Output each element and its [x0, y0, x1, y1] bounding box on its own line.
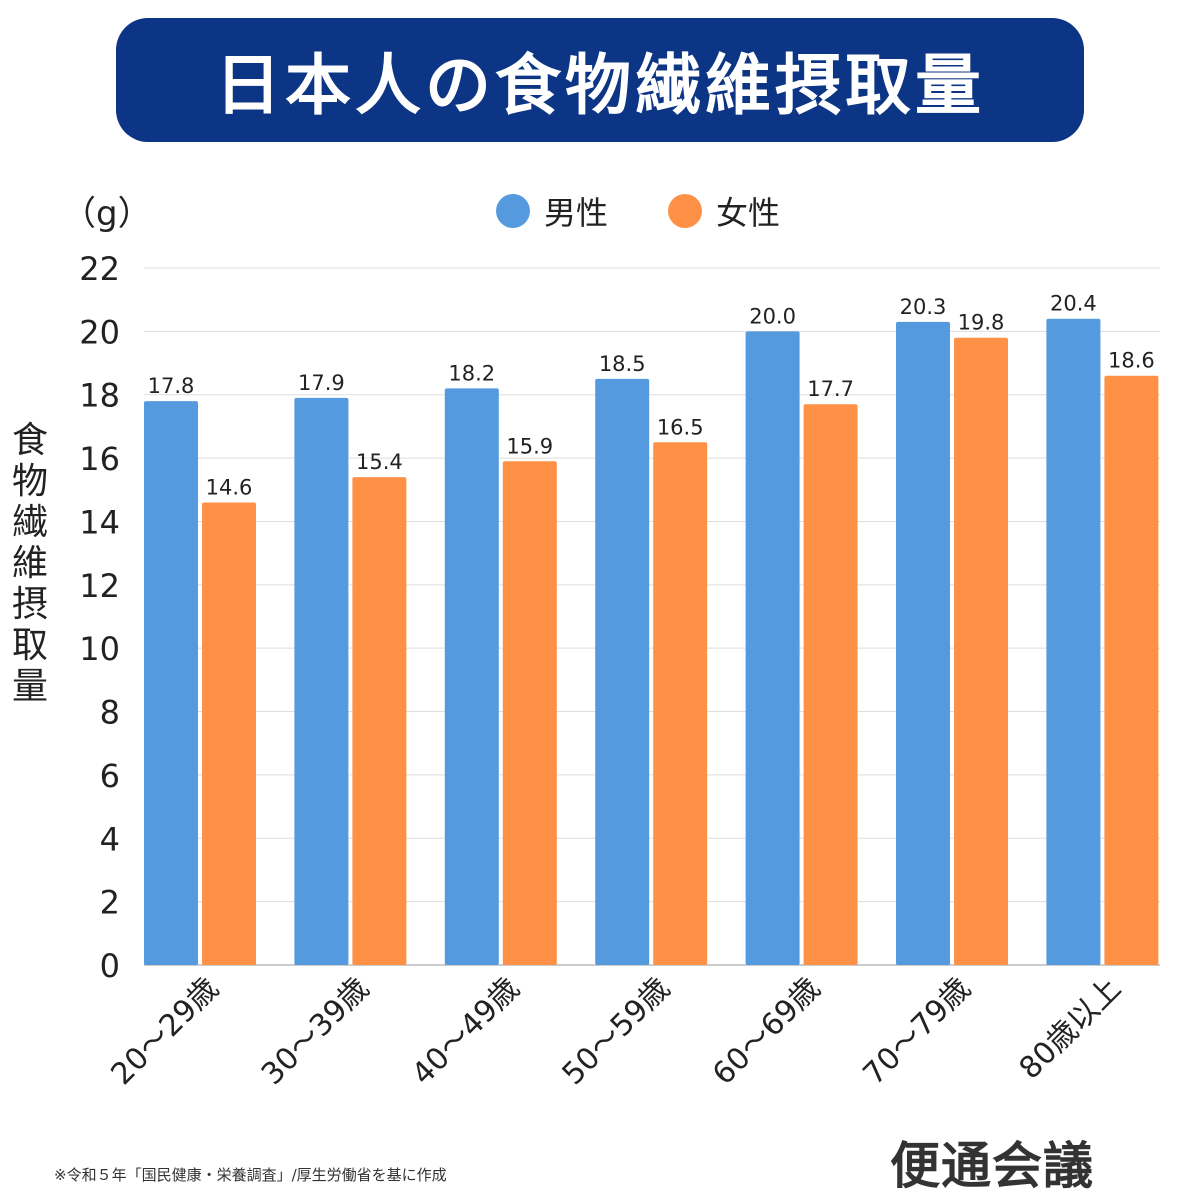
- data-label: 20.0: [749, 304, 796, 328]
- data-label: 14.6: [206, 475, 253, 499]
- data-label: 17.9: [298, 371, 345, 395]
- bar-male: [896, 321, 950, 965]
- bar-male: [745, 331, 800, 965]
- bar-male: [1046, 318, 1101, 965]
- data-label: 15.4: [356, 450, 403, 474]
- chart-title: 日本人の食物繊維摂取量: [215, 47, 985, 124]
- bar-female: [202, 502, 256, 965]
- data-label: 18.6: [1108, 349, 1155, 373]
- legend-label-female: 女性: [716, 194, 781, 232]
- bar-male: [294, 397, 349, 965]
- y-tick-label: 8: [100, 694, 120, 732]
- x-tick-label: 50〜59歳: [556, 971, 677, 1092]
- legend-item-male: 男性: [496, 188, 608, 234]
- title-banner: 日本人の食物繊維摂取量: [116, 18, 1084, 142]
- y-unit: （g）: [62, 194, 152, 234]
- data-label: 20.4: [1050, 292, 1097, 316]
- y-tick-label: 20: [79, 313, 120, 351]
- bar-male: [444, 388, 499, 966]
- x-tick-label: 20〜29歳: [104, 971, 225, 1092]
- y-tick-label: 18: [79, 377, 120, 415]
- bar-female: [502, 461, 557, 965]
- bar-female: [954, 337, 1008, 965]
- data-label: 18.5: [599, 352, 646, 376]
- footnote: ※令和５年「国民健康・栄養調査」/厚生労働省を基に作成: [54, 1166, 447, 1184]
- y-axis-label: 食物繊維摂取量: [11, 420, 48, 707]
- legend-swatch-female: [668, 194, 703, 228]
- legend-item-female: 女性: [668, 188, 780, 234]
- legend: 男性 女性: [496, 188, 840, 234]
- y-tick-label: 10: [79, 630, 120, 668]
- legend-swatch-male: [496, 194, 530, 228]
- bar-female: [352, 477, 407, 965]
- bar-female: [653, 442, 708, 965]
- bar-male: [144, 401, 198, 966]
- x-tick-label: 30〜39歳: [255, 971, 376, 1092]
- y-tick-label: 2: [100, 884, 120, 922]
- y-tick-label: 14: [79, 503, 120, 541]
- y-tick-label: 16: [79, 440, 120, 478]
- data-label: 18.2: [448, 361, 495, 385]
- data-label: 20.3: [900, 295, 947, 319]
- x-tick-label: 80歳以上: [1013, 971, 1128, 1086]
- y-tick-label: 22: [79, 250, 120, 288]
- data-label: 15.9: [506, 434, 553, 458]
- data-label: 17.7: [807, 377, 854, 401]
- logo: 便通会議: [890, 1137, 1094, 1195]
- y-tick-label: 6: [100, 757, 120, 795]
- data-label: 19.8: [958, 311, 1005, 335]
- legend-label-male: 男性: [544, 194, 609, 232]
- bar-female: [803, 404, 858, 965]
- y-tick-label: 4: [100, 820, 120, 858]
- x-tick-label: 70〜79歳: [856, 971, 977, 1092]
- bar-female: [1104, 375, 1159, 966]
- bar-male: [595, 378, 650, 965]
- x-tick-label: 60〜69歳: [706, 971, 827, 1092]
- x-tick-label: 40〜49歳: [405, 971, 526, 1092]
- data-label: 17.8: [148, 374, 195, 398]
- data-label: 16.5: [657, 415, 704, 439]
- y-tick-label: 0: [100, 947, 120, 985]
- y-tick-label: 12: [79, 567, 120, 605]
